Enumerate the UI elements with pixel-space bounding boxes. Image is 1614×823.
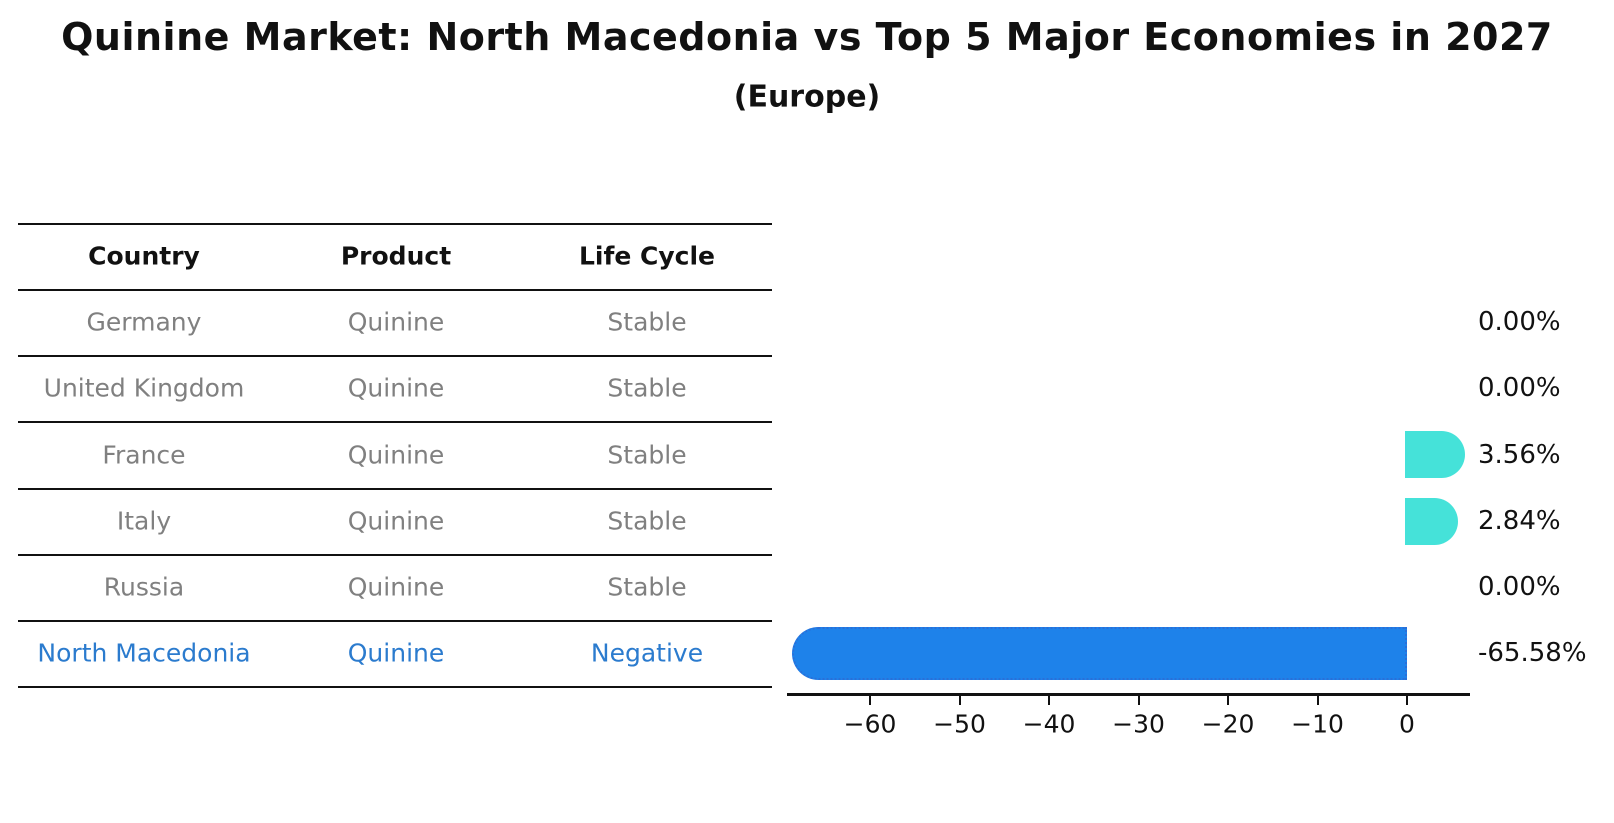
table-cell-country: Germany [86,307,202,337]
x-tick [1048,695,1050,705]
table-cell-product: Quinine [347,307,445,337]
value-label-united-kingdom: 0.00% [1478,373,1561,403]
x-tick-label: −30 [1112,709,1165,739]
table-cell-product: Quinine [347,440,445,469]
x-tick-label: −60 [843,709,897,739]
bar-north-macedonia [792,626,1407,680]
chart-subtitle: (Europe) [733,79,881,115]
table-cell-life_cycle: Stable [607,373,687,403]
value-label-north-macedonia: -65.58% [1478,638,1587,668]
table-header-life_cycle: Life Cycle [578,241,716,271]
value-label-russia: 0.00% [1478,572,1561,602]
table-cell-product: Quinine [347,572,445,602]
table-cell-life_cycle: Stable [607,572,687,602]
x-tick-label: −50 [933,709,986,739]
x-tick-label: −10 [1291,709,1344,739]
table-cell-product: Quinine [347,638,445,668]
table-header-country: Country [88,241,200,271]
x-tick [1406,695,1408,705]
table-cell-product: Quinine [347,373,445,403]
bar-italy [1405,497,1459,545]
table-rule [18,554,772,556]
x-tick-label: −20 [1201,709,1255,739]
x-tick-label: 0 [1399,709,1415,739]
table-cell-country: Russia [103,572,185,602]
table-rule [18,421,772,423]
table-cell-life_cycle: Negative [590,638,704,668]
value-label-germany: 0.00% [1478,307,1561,337]
table-cell-country: United Kingdom [43,373,245,403]
table-rule [18,620,772,622]
value-label-italy: 2.84% [1478,506,1561,536]
table-cell-country: Italy [116,506,172,536]
table-cell-life_cycle: Stable [607,506,687,536]
table-rule [18,289,772,291]
table-header-product: Product [340,241,452,271]
x-tick-label: −40 [1022,709,1076,739]
table-cell-life_cycle: Stable [607,307,687,337]
table-rule [18,355,772,357]
table-rule [18,488,772,490]
table-cell-product: Quinine [347,506,445,536]
chart-title: Quinine Market: North Macedonia vs Top 5… [61,15,1553,59]
x-tick [958,695,961,705]
x-tick [1316,695,1319,705]
table-cell-country: France [102,440,186,469]
x-tick [1137,695,1140,705]
x-tick [1227,695,1229,705]
table-cell-life_cycle: Stable [607,440,687,469]
table-rule [18,686,772,688]
x-axis-line [787,693,1470,696]
table-cell-country: North Macedonia [37,638,251,668]
table-rule [18,223,772,225]
x-tick [869,695,871,705]
value-label-france: 3.56% [1478,439,1561,470]
bar-france [1405,431,1465,478]
